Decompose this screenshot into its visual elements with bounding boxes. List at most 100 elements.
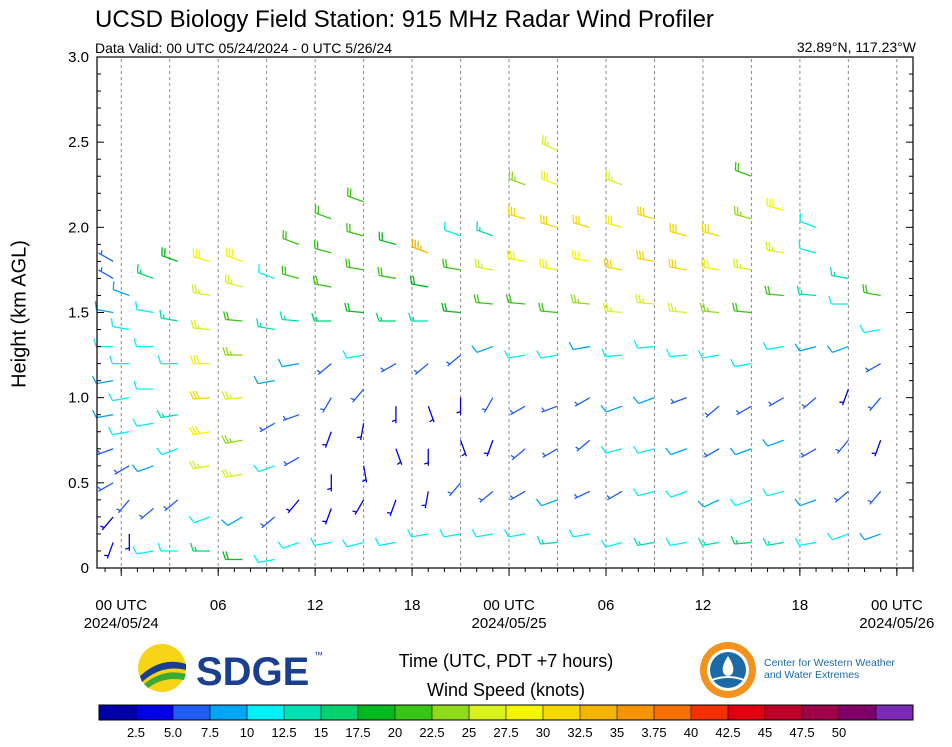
- wind-barb: [279, 311, 300, 322]
- sdge-sun-icon: [138, 644, 186, 692]
- barb-half-feather: [702, 540, 706, 546]
- wind-barb: [697, 537, 720, 547]
- barb-feather: [735, 259, 739, 268]
- wind-barb: [374, 537, 397, 547]
- colorbar-label: 22.5: [419, 725, 444, 740]
- wind-barb: [91, 409, 114, 419]
- wind-barb: [157, 355, 178, 365]
- barb-shaft: [735, 448, 752, 456]
- barb-feather: [600, 404, 607, 413]
- barb-shaft: [832, 345, 849, 353]
- barb-feather: [192, 355, 197, 364]
- barb-feather: [279, 311, 283, 320]
- wind-barb: [600, 539, 623, 548]
- wind-barb: [391, 406, 397, 424]
- barb-shaft: [508, 533, 526, 538]
- barb-feather: [541, 135, 544, 144]
- barb-half-feather: [541, 539, 545, 544]
- wind-barb: [456, 397, 462, 415]
- barb-feather: [347, 302, 351, 312]
- barb-feather: [188, 426, 194, 435]
- barb-half-feather: [229, 472, 233, 477]
- barb-feather: [762, 439, 769, 447]
- wind-barb: [327, 474, 332, 492]
- barb-feather: [730, 358, 736, 367]
- x-tick-label: 00 UTC: [871, 597, 923, 614]
- barb-feather: [794, 537, 800, 546]
- wind-barb: [445, 354, 461, 367]
- barb-feather: [729, 447, 736, 455]
- barb-half-feather: [424, 462, 429, 465]
- wind-barb: [221, 434, 243, 444]
- barb-feather: [666, 348, 671, 357]
- y-tick-label: 0.5: [68, 475, 89, 492]
- wind-barb: [256, 318, 275, 331]
- barb-half-feather: [801, 403, 806, 408]
- barb-feather: [93, 338, 97, 347]
- barb-shaft: [799, 220, 817, 228]
- barb-shaft: [258, 272, 275, 280]
- colorbar-swatch: [432, 705, 470, 720]
- cw3e-logo: Center for Western Weather and Water Ext…: [700, 642, 895, 698]
- barb-half-feather: [100, 267, 103, 272]
- wind-barb: [541, 405, 558, 413]
- barb-half-feather: [229, 350, 233, 356]
- colorbar-label: 32.5: [567, 725, 592, 740]
- wind-barb: [762, 488, 784, 497]
- wind-barb: [188, 425, 211, 436]
- barb-feather: [441, 302, 445, 312]
- barb-half-feather: [541, 407, 545, 412]
- y-tick-label: 2.5: [68, 134, 89, 151]
- barb-half-feather: [285, 508, 291, 512]
- wind-barb: [378, 231, 397, 245]
- wind-barb: [568, 529, 590, 538]
- wind-barb: [508, 170, 526, 186]
- wind-barb: [766, 197, 784, 211]
- barb-half-feather: [447, 491, 452, 495]
- wind-barb: [536, 535, 558, 545]
- colorbar-swatch: [173, 705, 211, 720]
- wind-barb: [699, 302, 720, 314]
- barb-feather: [342, 350, 348, 359]
- chart-title: UCSD Biology Field Station: 915 MHz Rada…: [95, 6, 714, 33]
- barb-shaft: [443, 533, 461, 538]
- wind-barb: [314, 204, 332, 220]
- wind-barb: [97, 482, 114, 492]
- colorbar-swatch: [543, 705, 581, 720]
- wind-barb: [427, 405, 435, 423]
- barb-feather: [671, 259, 674, 268]
- wind-barb: [443, 221, 461, 237]
- barb-feather: [471, 345, 478, 353]
- colorbar-swatch: [654, 705, 692, 720]
- wind-barb: [135, 301, 154, 314]
- barb-half-feather: [800, 290, 803, 295]
- wind-barb: [633, 537, 655, 547]
- colorbar-label: 35: [610, 725, 624, 740]
- barb-feather: [697, 500, 705, 508]
- y-tick-label: 0: [81, 560, 89, 577]
- wind-barb: [839, 388, 849, 406]
- barb-feather: [665, 537, 671, 546]
- barb-feather: [508, 294, 512, 303]
- colorbar-swatch: [136, 705, 174, 720]
- wind-barb: [188, 460, 211, 470]
- barb-feather: [828, 295, 832, 305]
- wind-barb: [541, 448, 558, 458]
- wind-barb: [380, 363, 397, 373]
- wind-barb: [826, 345, 849, 353]
- wind-barb: [190, 319, 211, 331]
- wind-barb: [222, 551, 243, 561]
- barb-feather: [221, 469, 227, 478]
- wind-barb: [253, 554, 275, 564]
- barb-feather: [408, 312, 412, 322]
- barb-feather: [674, 259, 677, 269]
- barb-feather: [730, 535, 736, 545]
- wind-barb: [481, 397, 494, 413]
- barb-feather: [697, 350, 703, 359]
- wind-barb: [96, 448, 114, 456]
- wind-barb: [439, 529, 461, 538]
- x-tick-label: 12: [695, 597, 712, 614]
- barb-feather: [568, 341, 574, 350]
- barb-feather: [135, 301, 138, 310]
- colorbar-swatch: [580, 705, 618, 720]
